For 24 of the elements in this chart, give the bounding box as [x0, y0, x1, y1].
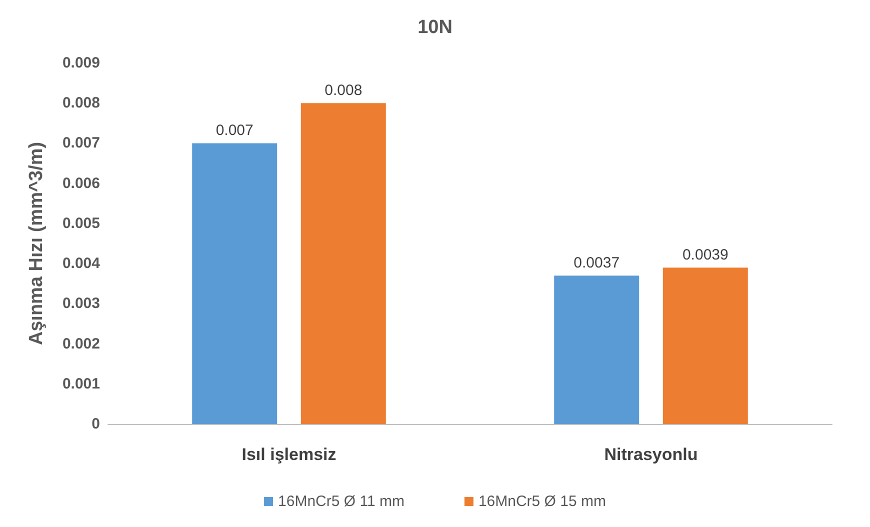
y-tick-label: 0 — [92, 416, 100, 432]
data-label: 0.008 — [324, 82, 362, 100]
legend-label: 16MnCr5 Ø 15 mm — [478, 493, 606, 510]
y-tick-label: 0.008 — [62, 94, 100, 112]
y-tick-label: 0.001 — [62, 375, 100, 392]
x-tick-label: Nitrasyonlu — [604, 445, 698, 464]
data-label: 0.0037 — [574, 254, 620, 272]
y-tick-label: 0.006 — [62, 174, 100, 192]
y-axis-title: Aşınma Hızı (mm^3/m) — [26, 142, 47, 346]
y-tick-label: 0.002 — [62, 335, 100, 352]
y-tick-label: 0.009 — [62, 54, 100, 72]
bar — [300, 103, 386, 424]
bar — [192, 143, 278, 424]
bar — [554, 276, 640, 424]
data-label: 0.0039 — [682, 246, 728, 264]
y-tick-label: 0.004 — [62, 255, 101, 272]
y-tick-label: 0.007 — [62, 134, 100, 152]
chart-title: 10N — [418, 17, 452, 38]
legend-label: 16MnCr5 Ø 11 mm — [278, 493, 404, 510]
x-tick-label: Isıl işlemsiz — [242, 445, 336, 464]
data-label: 0.007 — [216, 122, 254, 140]
bar — [662, 268, 748, 424]
y-tick-label: 0.005 — [62, 214, 100, 232]
y-tick-label: 0.003 — [62, 295, 100, 312]
